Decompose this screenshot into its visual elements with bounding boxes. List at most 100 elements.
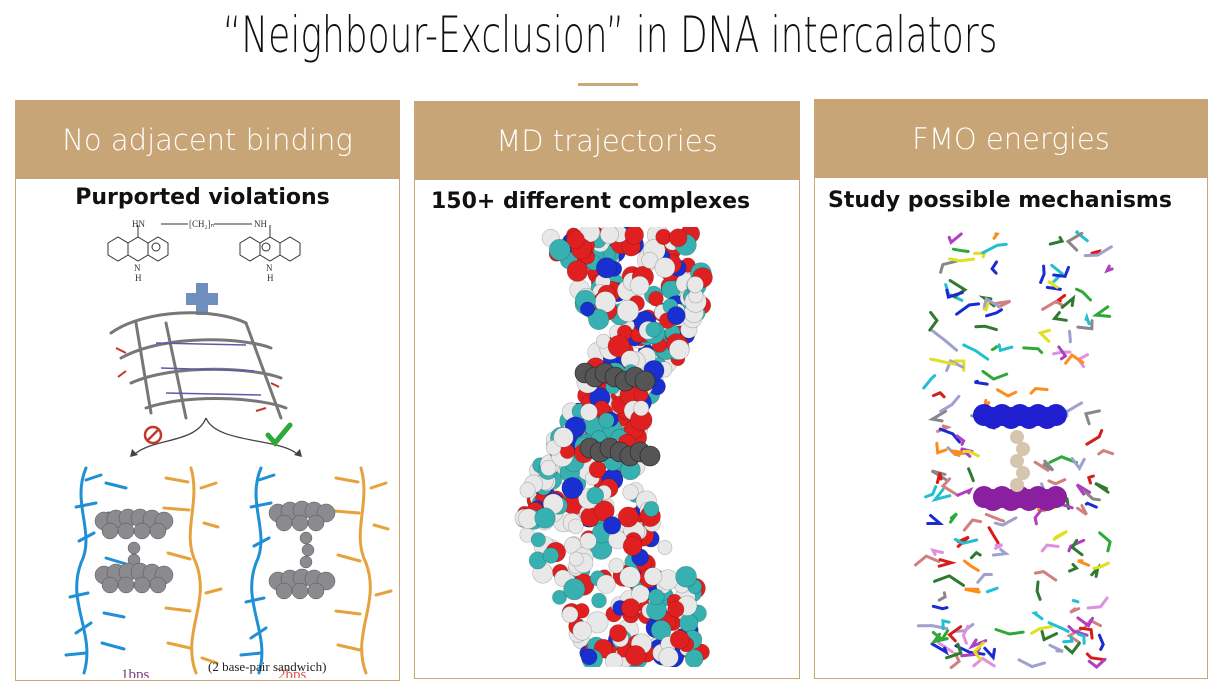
residue-stick — [955, 434, 966, 446]
residue-stick — [974, 379, 989, 386]
fmo-fragment-model — [914, 230, 1115, 670]
residue-stick — [1057, 345, 1068, 361]
atom-sphere — [622, 484, 639, 501]
residue-stick — [997, 343, 1014, 353]
residue-stick — [991, 548, 1010, 557]
residue-stick — [985, 586, 999, 594]
residue-stick — [1076, 616, 1094, 628]
atom-sphere — [586, 611, 609, 634]
atom-sphere — [598, 412, 615, 429]
residue-stick — [1052, 265, 1070, 279]
atom-sphere — [608, 557, 625, 574]
residue-stick — [930, 642, 949, 656]
residue-stick — [949, 512, 959, 524]
residue-stick — [972, 641, 985, 661]
residue-stick — [1045, 285, 1062, 291]
residue-stick — [1086, 474, 1095, 485]
atom-sphere — [563, 578, 586, 601]
atom-sphere — [596, 574, 616, 594]
residue-stick — [1022, 346, 1044, 354]
atom-sphere — [648, 588, 665, 606]
atom-sphere — [629, 275, 650, 296]
residue-stick — [1069, 607, 1081, 614]
residue-stick — [1033, 570, 1058, 582]
atom-sphere — [650, 619, 672, 641]
residue-stick — [969, 550, 982, 560]
residue-stick — [947, 625, 963, 643]
residue-stick — [992, 232, 1000, 240]
residue-stick — [1047, 478, 1067, 486]
residue-stick — [1041, 299, 1064, 311]
atom-sphere — [645, 321, 662, 338]
atom-sphere — [591, 592, 607, 609]
residue-stick — [1068, 563, 1080, 573]
linker-sphere — [1010, 430, 1024, 444]
residue-stick — [1068, 329, 1072, 344]
residue-stick — [951, 247, 970, 253]
residue-stick — [964, 587, 981, 594]
residue-stick — [935, 472, 943, 485]
intercalator-sphere — [634, 370, 656, 392]
intercalator-sphere — [1045, 404, 1067, 426]
atom-sphere — [568, 518, 584, 535]
residue-stick — [1077, 632, 1086, 645]
free-dna-model — [109, 311, 288, 420]
residue-stick — [1065, 401, 1083, 418]
residue-stick — [931, 329, 959, 352]
residue-stick — [987, 526, 1000, 545]
card-header: No adjacent binding — [16, 101, 399, 179]
atom-sphere — [596, 257, 618, 279]
residue-stick — [1091, 305, 1112, 318]
atom-sphere — [588, 308, 610, 330]
residue-stick — [924, 485, 938, 499]
residue-stick — [1017, 658, 1046, 669]
residue-stick — [1097, 633, 1105, 651]
residue-stick — [994, 543, 1003, 550]
atom-sphere — [572, 620, 592, 641]
label-2bps-note: (2 base-pair sandwich) — [208, 659, 327, 674]
card-subtitle: Purported violations — [75, 185, 330, 210]
card-header: MD trajectories — [415, 102, 799, 180]
atom-sphere — [679, 613, 699, 633]
residue-stick — [1084, 312, 1091, 326]
chem-label-h-right: H — [267, 273, 274, 283]
residue-stick — [1048, 643, 1064, 653]
residue-stick — [1071, 598, 1080, 604]
residue-stick — [1029, 386, 1049, 395]
residue-stick — [994, 628, 1025, 636]
atom-sphere — [542, 547, 560, 564]
residue-stick — [1064, 641, 1081, 655]
residue-stick — [1085, 652, 1107, 662]
chem-label-h-left: H — [135, 273, 142, 283]
atom-sphere — [530, 532, 546, 548]
residue-stick — [996, 388, 1018, 398]
residue-stick — [983, 646, 996, 661]
residue-stick — [922, 374, 937, 390]
residue-stick — [1076, 319, 1094, 331]
residue-stick — [967, 638, 988, 650]
residue-stick — [1047, 621, 1070, 633]
intercalation-figure: HN [CH₂]ₙ NH N H N H — [64, 219, 393, 678]
card-no-adjacent-binding: No adjacent binding Purported violations… — [15, 100, 400, 681]
residue-stick — [932, 391, 946, 399]
residue-stick — [1067, 538, 1086, 553]
residue-stick — [926, 514, 945, 525]
residue-stick — [928, 310, 939, 332]
residue-stick — [1087, 657, 1107, 669]
residue-stick — [941, 618, 951, 631]
residue-stick — [1085, 429, 1104, 446]
residue-stick — [1083, 245, 1113, 258]
atom-sphere — [686, 276, 704, 294]
residue-stick — [984, 512, 1005, 523]
residue-stick — [945, 642, 963, 660]
residue-stick — [940, 477, 960, 497]
dna-spacefill-model — [514, 227, 713, 667]
atom-sphere — [668, 228, 688, 248]
residue-stick — [945, 288, 964, 300]
residue-stick — [1040, 543, 1060, 553]
residue-stick — [1074, 230, 1089, 243]
residue-stick — [1092, 561, 1110, 570]
atom-sphere — [534, 507, 556, 529]
linker-sphere — [1016, 442, 1030, 456]
residue-stick — [939, 394, 961, 413]
